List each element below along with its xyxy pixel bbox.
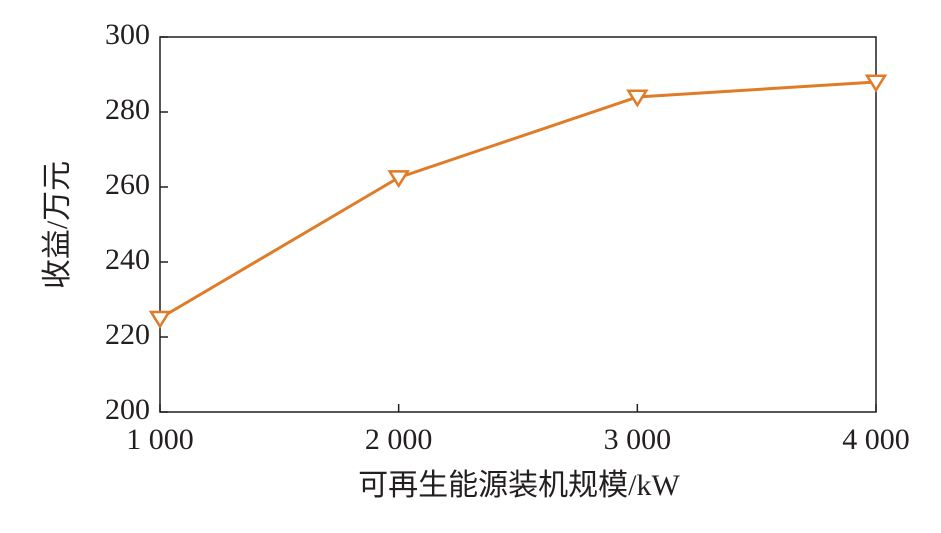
x-tick-label: 1 000 [126,423,194,456]
marker [864,74,888,93]
y-tick-label: 260 [105,168,150,201]
y-tick-label: 300 [105,18,150,51]
x-axis-label: 可再生能源装机规模/kW [358,469,680,502]
y-tick-label: 280 [105,93,150,126]
marker [626,89,649,108]
marker [148,310,172,329]
y-tick-label: 220 [105,318,150,351]
y-tick-label: 200 [105,393,150,426]
x-tick-label: 2 000 [365,423,433,456]
y-tick-label: 240 [105,243,150,276]
x-tick-label: 3 000 [604,423,672,456]
line [159,80,877,320]
x-tick-label: 4 000 [842,423,910,456]
marker [387,170,410,189]
plot-frame [159,36,877,413]
y-axis-label: 收益/万元 [41,161,74,289]
